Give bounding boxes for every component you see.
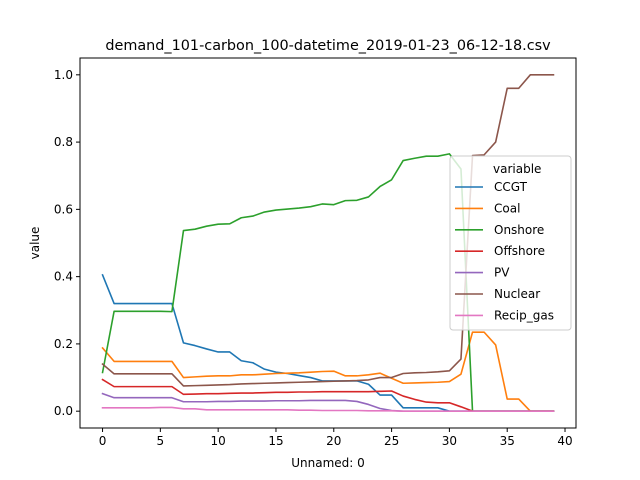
y-tick-label: 0.2 bbox=[54, 337, 73, 351]
legend-label-ccgt: CCGT bbox=[494, 180, 528, 194]
legend-label-coal: Coal bbox=[494, 201, 520, 215]
y-tick-label: 0.4 bbox=[54, 270, 73, 284]
x-tick-label: 20 bbox=[326, 434, 341, 448]
x-tick-label: 40 bbox=[557, 434, 572, 448]
legend-label-offshore: Offshore bbox=[494, 244, 545, 258]
plot-frame bbox=[79, 57, 577, 429]
x-axis-label: Unnamed: 0 bbox=[291, 456, 365, 470]
legend-label-pv: PV bbox=[494, 266, 510, 280]
legend-box bbox=[449, 155, 572, 331]
legend-label-nuclear: Nuclear bbox=[494, 287, 540, 301]
series-line-recip-gas bbox=[101, 406, 555, 412]
x-tick-label: 25 bbox=[384, 434, 399, 448]
y-tick-label: 1.0 bbox=[54, 68, 73, 82]
x-tick-label: 10 bbox=[211, 434, 226, 448]
y-axis-label: value bbox=[28, 227, 42, 260]
legend-label-recip-gas: Recip_gas bbox=[494, 308, 554, 322]
y-tick-label: 0.0 bbox=[54, 404, 73, 418]
series-lines bbox=[101, 74, 555, 412]
series-line-coal bbox=[101, 331, 555, 412]
legend-title: variable bbox=[493, 162, 541, 176]
legend: variable CCGT Coal Onshore Offshore PV Nuclea… bbox=[449, 155, 572, 331]
x-tick-label: 0 bbox=[99, 434, 107, 448]
y-axis-ticks: 0.0 0.2 0.4 0.6 0.8 1.0 bbox=[54, 68, 80, 418]
series-line-nuclear bbox=[101, 74, 555, 387]
x-tick-label: 35 bbox=[500, 434, 515, 448]
legend-label-onshore: Onshore bbox=[494, 223, 544, 237]
y-tick-label: 0.6 bbox=[54, 202, 73, 216]
x-tick-label: 15 bbox=[268, 434, 283, 448]
x-tick-label: 30 bbox=[442, 434, 457, 448]
x-tick-label: 5 bbox=[157, 434, 165, 448]
legend-items: CCGT Coal Onshore Offshore PV Nuclear Recip_ga… bbox=[455, 180, 554, 322]
y-tick-label: 0.8 bbox=[54, 135, 73, 149]
x-axis-ticks: 0 5 10 15 20 25 30 35 40 bbox=[99, 428, 573, 448]
chart-title: demand_101-carbon_100-datetime_2019-01-2… bbox=[105, 38, 551, 54]
